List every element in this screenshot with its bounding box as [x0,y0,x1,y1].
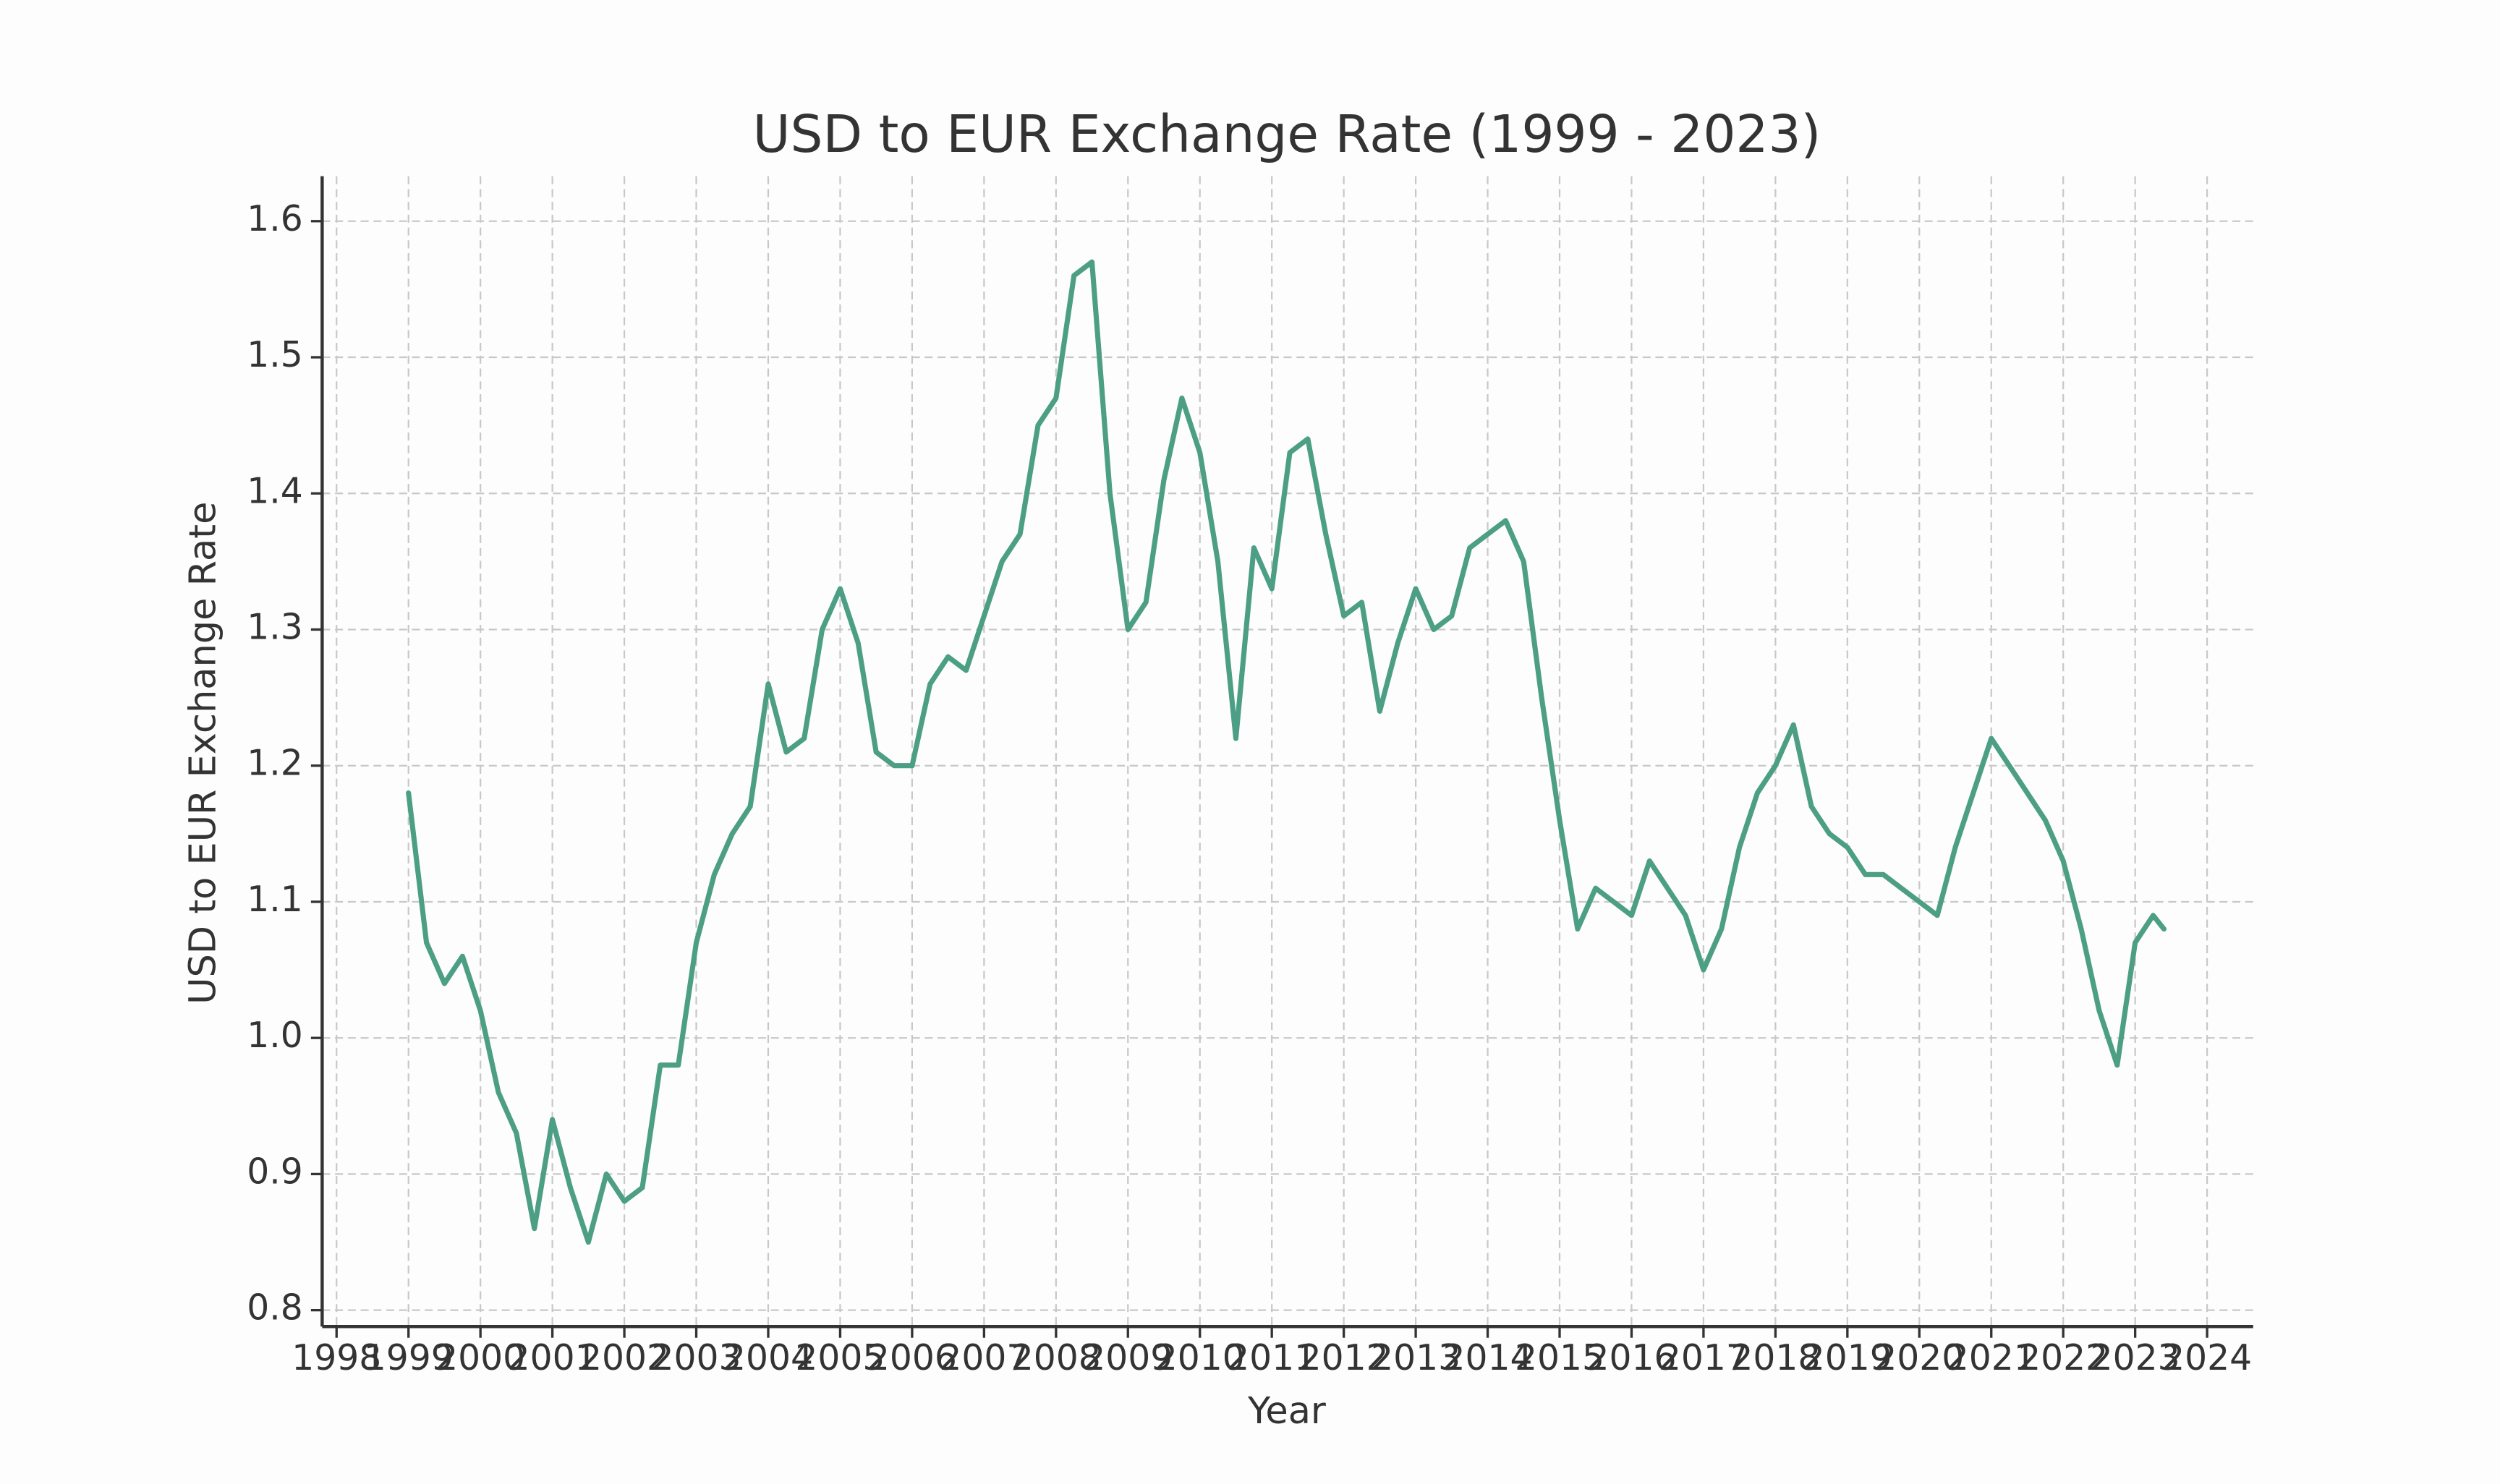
x-tick-label: 2001 [508,1338,598,1378]
x-tick-label: 2010 [1155,1338,1245,1378]
y-tick-label: 1.6 [247,199,302,239]
x-tick-label: 2002 [579,1338,669,1378]
x-tick-label: 2017 [1659,1338,1748,1378]
x-tick-label: 2019 [1803,1338,1892,1378]
x-tick-label: 2006 [867,1338,957,1378]
x-tick-label: 2000 [435,1338,525,1378]
y-tick-label: 1.1 [247,879,302,920]
x-tick-label: 2018 [1730,1338,1820,1378]
x-tick-label: 2003 [652,1338,741,1378]
x-tick-label: 2021 [1947,1338,2036,1378]
x-tick-label: 1998 [292,1338,381,1378]
x-tick-label: 2009 [1083,1338,1173,1378]
x-tick-label: 2011 [1227,1338,1317,1378]
x-tick-label: 2023 [2091,1338,2180,1378]
x-tick-label: 2004 [723,1338,813,1378]
x-tick-label: 2008 [1011,1338,1101,1378]
y-tick-label: 0.9 [247,1151,302,1192]
x-tick-label: 2022 [2018,1338,2108,1378]
x-tick-label: 2013 [1371,1338,1461,1378]
y-tick-label: 1.0 [247,1015,302,1056]
x-tick-label: 2015 [1515,1338,1604,1378]
y-tick-label: 1.3 [247,607,302,647]
y-axis-label: USD to EUR Exchange Rate [182,502,225,1005]
x-axis-label: Year [1247,1390,1326,1433]
chart-title: USD to EUR Exchange Rate (1999 - 2023) [753,104,1821,164]
y-tick-label: 1.2 [247,743,302,784]
x-tick-label: 2024 [2162,1338,2252,1378]
data-line [406,259,2167,1245]
x-tick-label: 2012 [1299,1338,1389,1378]
y-tick-label: 1.4 [247,471,302,511]
x-tick-label: 1999 [364,1338,454,1378]
y-tick-label: 1.5 [247,335,302,375]
plot-area [406,259,2167,1245]
x-tick-label: 2016 [1586,1338,1676,1378]
x-tick-label: 2007 [939,1338,1029,1378]
x-tick-label: 2005 [795,1338,885,1378]
x-tick-label: 2020 [1874,1338,1964,1378]
x-tick-label: 2014 [1443,1338,1533,1378]
y-tick-label: 0.8 [247,1288,302,1329]
